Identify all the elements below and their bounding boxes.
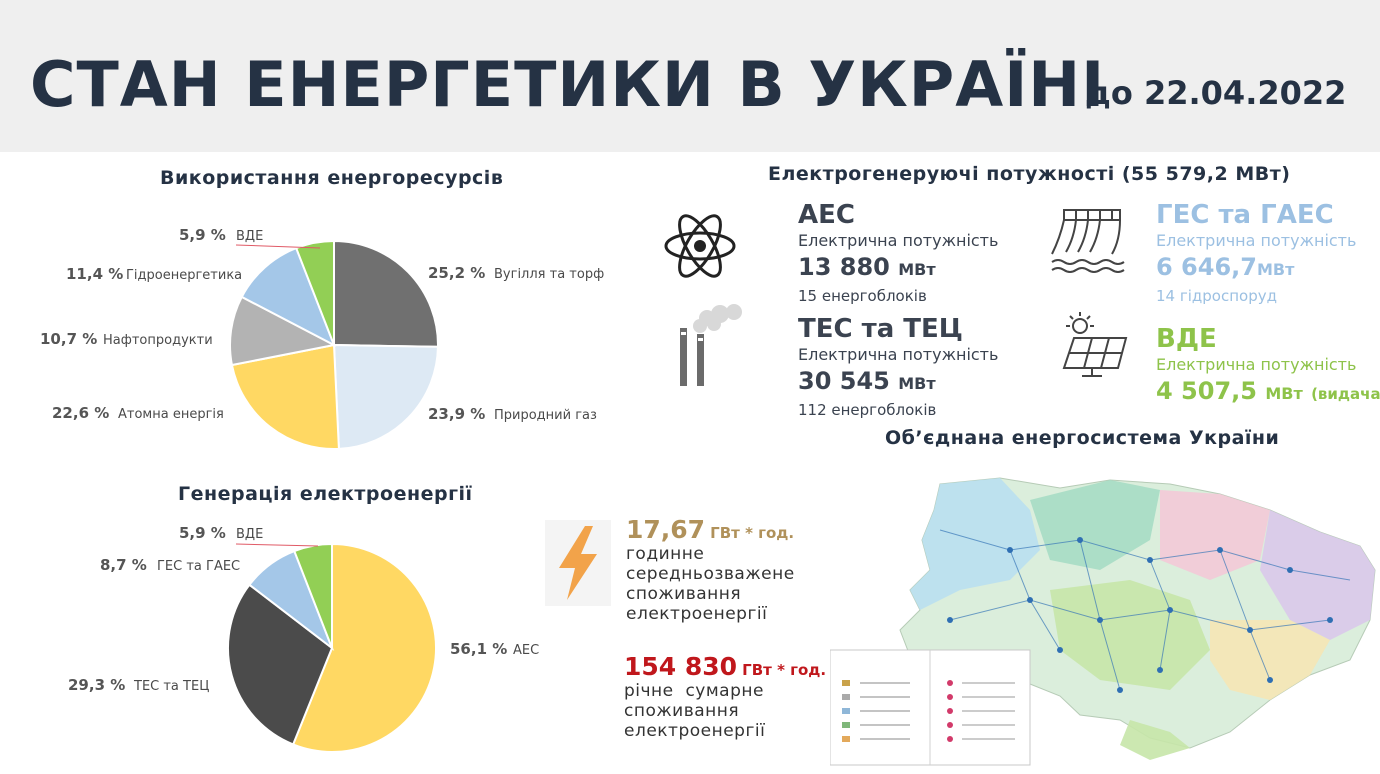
tes-capacity: ТЕС та ТЕЦ Електрична потужність 30 545 …	[798, 314, 998, 421]
pie-percent-label-5: 5,9 %	[179, 226, 226, 244]
capacity-title: Електрогенеруючі потужності (55 579,2 МВ…	[768, 163, 1291, 185]
generation-chart-title: Генерація електроенергії	[178, 483, 473, 505]
annual-value: 154 830	[624, 652, 738, 681]
ges-capacity: ГЕС та ГАЕС Електрична потужність 6 646,…	[1156, 200, 1356, 307]
pie-slice-0	[333, 239, 439, 348]
pie-percent-label-1: 29,3 %	[68, 676, 125, 694]
pie-slice-0	[291, 542, 437, 753]
pie-category-label-3: Нафтопродукти	[103, 333, 213, 348]
dam-icon	[1051, 209, 1125, 273]
ges-name: ГЕС та ГАЕС	[1156, 200, 1334, 230]
solar-panel-icon	[1062, 312, 1128, 377]
tes-note: 112 енергоблоків	[798, 401, 937, 419]
ges-unit: МВт	[1256, 260, 1295, 279]
header-banner: СТАН ЕНЕРГЕТИКИ В УКРАЇНІ до 22.04.2022	[0, 0, 1380, 152]
vde-capacity: ВДЕ Електрична потужність 4 507,5 МВт (в…	[1156, 324, 1380, 409]
pie-percent-label-0: 56,1 %	[450, 640, 507, 658]
atom-icon	[664, 214, 736, 278]
pie-category-label-2: Атомна енергія	[118, 407, 224, 422]
aes-value: 13 880	[798, 253, 890, 281]
hourly-desc-1: годинне	[626, 544, 705, 564]
pie-slice-4	[240, 246, 336, 348]
ges-value: 6 646,7	[1156, 253, 1257, 281]
pie-leader-line	[235, 244, 321, 249]
tes-value: 30 545	[798, 367, 890, 395]
pie-percent-label-0: 25,2 %	[428, 264, 485, 282]
hourly-desc-3: споживання	[626, 584, 742, 604]
pie-leader-line	[235, 543, 319, 547]
hourly-desc-2: середньозважене	[626, 564, 795, 584]
tes-name: ТЕС та ТЕЦ	[798, 314, 963, 344]
pie-percent-label-2: 22,6 %	[52, 404, 109, 422]
vde-sub: Електрична потужність	[1156, 355, 1357, 374]
page-date: до 22.04.2022	[1085, 74, 1347, 112]
vde-value: 4 507,5	[1156, 377, 1257, 405]
aes-name: АЕС	[798, 200, 855, 230]
ukraine-grid-map	[830, 470, 1380, 770]
energy-use-pie-chart: 25,2 % Вугілля та торф 23,9 % Природний газ…	[40, 226, 604, 450]
hourly-unit: ГВт * год.	[710, 524, 795, 542]
pie-category-label-5: ВДЕ	[236, 229, 263, 244]
map-title: Об’єднана енергосистема України	[885, 427, 1280, 449]
annual-desc-2: споживання	[624, 701, 740, 721]
pie-category-label-3: ВДЕ	[236, 527, 263, 542]
energy-use-chart-title: Використання енергоресурсів	[160, 167, 504, 189]
pie-slice-2	[230, 343, 340, 450]
pie-percent-label-3: 10,7 %	[40, 330, 97, 348]
ges-note: 14 гідроспоруд	[1156, 287, 1277, 305]
pie-percent-label-1: 23,9 %	[428, 405, 485, 423]
pie-slice-3	[229, 295, 337, 367]
page-title: СТАН ЕНЕРГЕТИКИ В УКРАЇНІ	[30, 48, 1106, 121]
pie-category-label-2: ГЕС та ГАЕС	[157, 559, 240, 574]
aes-note: 15 енергоблоків	[798, 287, 927, 305]
chimney-icon	[680, 304, 742, 386]
aes-capacity: АЕС Електрична потужність 13 880 МВт 15 …	[798, 200, 998, 307]
annual-desc-3: електроенергії	[624, 721, 766, 741]
vde-name: ВДЕ	[1156, 324, 1217, 354]
pie-category-label-0: Вугілля та торф	[494, 267, 604, 282]
generation-pie-chart: 56,1 % АЕС 29,3 % ТЕС та ТЕЦ 8,7 % ГЕС та ГАЕ…	[68, 524, 539, 753]
vde-unit: МВт	[1265, 384, 1303, 403]
pie-category-label-1: ТЕС та ТЕЦ	[133, 679, 209, 694]
pie-slice-1	[227, 583, 334, 746]
pie-percent-label-3: 5,9 %	[179, 524, 226, 542]
pie-percent-label-2: 8,7 %	[100, 556, 147, 574]
ges-sub: Електрична потужність	[1156, 231, 1357, 250]
hourly-desc-4: електроенергії	[626, 604, 768, 624]
hourly-consumption: 17,67 ГВт * год. годинне середньозважене…	[626, 515, 795, 624]
pie-slice-1	[332, 343, 440, 450]
annual-desc-1: річне сумарне	[624, 681, 764, 701]
pie-percent-label-4: 11,4 %	[66, 265, 123, 283]
aes-sub: Електрична потужність	[798, 231, 999, 250]
tes-sub: Електрична потужність	[798, 345, 999, 364]
annual-consumption: 154 830 ГВт * год. річне сумарне спожива…	[624, 652, 826, 741]
pie-category-label-1: Природний газ	[494, 408, 597, 423]
pie-category-label-0: АЕС	[513, 643, 539, 658]
annual-unit: ГВт * год.	[742, 661, 827, 679]
pie-category-label-4: Гідроенергетика	[126, 268, 242, 283]
hourly-value: 17,67	[626, 515, 706, 544]
pie-slice-5	[294, 239, 335, 346]
lightning-icon	[545, 520, 611, 606]
vde-note: (видача)	[1311, 385, 1380, 403]
aes-unit: МВт	[898, 260, 936, 279]
tes-unit: МВт	[898, 374, 936, 393]
